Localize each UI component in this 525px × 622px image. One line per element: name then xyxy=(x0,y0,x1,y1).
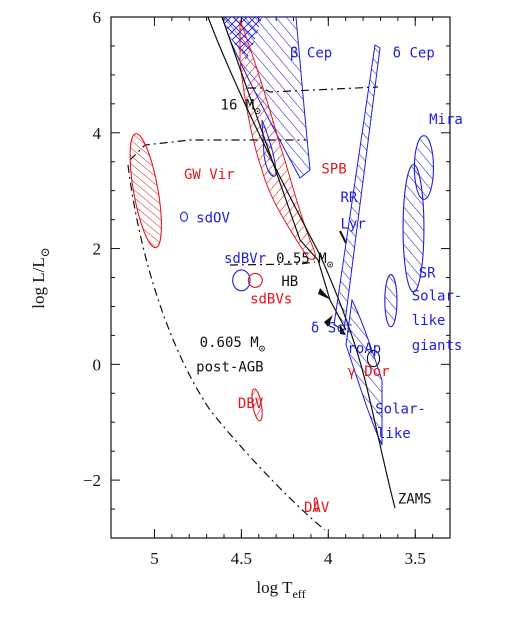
label-sdbvs: sdBVs xyxy=(250,292,292,308)
zams-line xyxy=(207,17,396,509)
label-solar-: Solar- xyxy=(375,402,426,418)
y-tick-label: 2 xyxy=(93,240,102,259)
x-axis-label: log Teff xyxy=(256,578,305,601)
label-dav: DAV xyxy=(304,500,330,516)
track-055 xyxy=(229,261,316,266)
region-sdov xyxy=(179,211,189,222)
label-sdov: sdOV xyxy=(196,211,230,227)
label-post-agb: post-AGB xyxy=(196,359,263,375)
label-zams: ZAMS xyxy=(398,491,432,507)
y-tick-label: −2 xyxy=(83,471,101,490)
y-tick-label: 0 xyxy=(93,355,102,374)
region-gw-vir xyxy=(129,133,162,249)
solar-like-main-sequence xyxy=(345,298,383,446)
region-sdbvr xyxy=(232,269,251,292)
region-labels: β Cep δ Cep 16 M⊙ Mira SPB GW Vir RR Lyr sdOV 0.5… xyxy=(184,46,463,516)
label-0-605-m: 0.605 M⊙ xyxy=(200,335,266,355)
label--cep: β Cep xyxy=(290,46,332,62)
delta-sct-arrow xyxy=(318,288,331,300)
delta-cep-strip xyxy=(333,44,381,331)
label-rr: RR xyxy=(340,190,357,206)
label--dor: γ Dor xyxy=(347,364,389,380)
label-giants: giants xyxy=(412,338,463,354)
track-post-agb xyxy=(129,139,306,161)
y-tick-label: 6 xyxy=(93,8,102,27)
spb-region xyxy=(239,19,316,260)
y-tick-label: 4 xyxy=(93,124,102,143)
label-lyr: Lyr xyxy=(340,216,365,232)
label-hb: HB xyxy=(281,274,298,290)
x-tick-label: 4 xyxy=(324,549,333,568)
label--sct: δ Sct xyxy=(311,320,353,336)
label-like: like xyxy=(377,426,411,442)
track-16msun xyxy=(248,86,379,93)
label-solar-: Solar- xyxy=(412,289,463,305)
region-giants xyxy=(384,274,398,328)
label-16-m: 16 M⊙ xyxy=(221,98,261,118)
region-dav xyxy=(313,496,319,512)
hb-track xyxy=(221,17,347,331)
x-tick-label: 4.5 xyxy=(231,549,252,568)
variable-star-regions xyxy=(129,133,435,512)
label-gw-vir: GW Vir xyxy=(184,167,235,183)
roap-arrow xyxy=(324,315,333,327)
label--cep: δ Cep xyxy=(393,46,435,62)
y-axis-label: log L/L⊙ xyxy=(29,247,52,309)
label-mira: Mira xyxy=(429,112,463,128)
label-sdbvr: sdBVr xyxy=(224,251,266,267)
region-sdbvs xyxy=(247,272,263,288)
rr-lyr-arrow xyxy=(339,230,347,244)
label-roap: roAp xyxy=(347,341,381,357)
x-tick-label: 3.5 xyxy=(405,549,426,568)
track-0605 xyxy=(127,164,326,531)
region-sr xyxy=(402,164,425,293)
x-tick-label: 5 xyxy=(150,549,159,568)
label-like: like xyxy=(412,313,446,329)
label-0-55-m: 0.55 M⊙ xyxy=(276,251,333,271)
label-spb: SPB xyxy=(321,161,346,177)
region-dbv xyxy=(251,388,263,422)
region-solar-like xyxy=(366,349,381,368)
label-sr: SR xyxy=(419,266,436,282)
gamma-dor-arrow xyxy=(340,324,346,335)
label-dbv: DBV xyxy=(238,396,264,412)
